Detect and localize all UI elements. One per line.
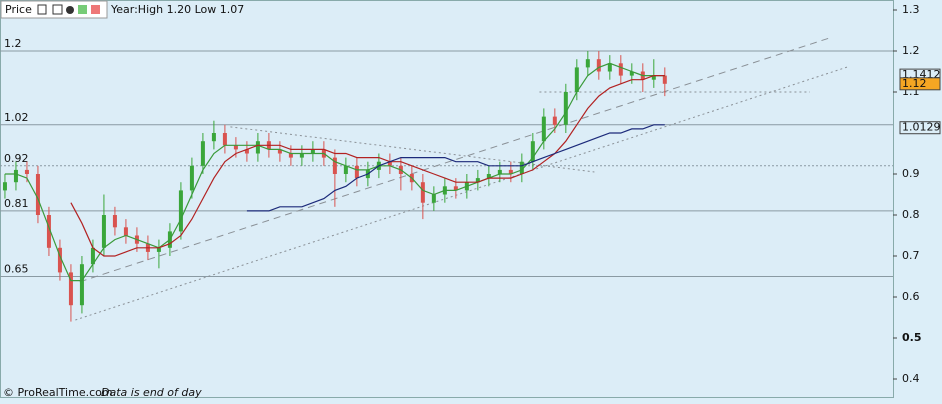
candle-body (90, 247, 95, 265)
candle-body (2, 182, 7, 191)
candle-body (618, 63, 623, 76)
candle-body (68, 272, 73, 306)
candle-body (508, 169, 513, 175)
candle-body (46, 215, 51, 248)
footer: © ProRealTime.com (3, 386, 113, 399)
candle-body (101, 215, 106, 248)
candle-body (310, 149, 315, 154)
candle-body (453, 186, 458, 191)
candle-body (541, 116, 546, 142)
moving-average (70, 75, 665, 257)
y-tick-label: 0.9 (902, 167, 920, 180)
candle-body (497, 169, 502, 175)
candle-body (35, 174, 40, 216)
candle-body (233, 145, 238, 150)
moving-average (246, 124, 665, 212)
level-label: 1.2 (4, 37, 22, 50)
candle-body (156, 247, 161, 252)
candle-body (354, 165, 359, 179)
candle-body (332, 157, 337, 175)
candle-body (57, 247, 62, 273)
moving-average (4, 62, 665, 282)
y-tick-label: 1.2 (902, 44, 920, 57)
price-marker-label: 1.0129 (902, 121, 941, 134)
candle-body (24, 169, 29, 175)
candle-body (475, 178, 480, 183)
candle-body (530, 141, 535, 162)
y-tick-label: 1.3 (902, 3, 920, 16)
candle-body (112, 215, 117, 228)
y-tick-label: 0.7 (902, 249, 920, 262)
plot-layer: 1.2 1.02 0.92 0.81 0.65 (0, 9, 897, 380)
y-tick-label: 0.6 (902, 290, 920, 303)
footer-note: Data is end of day (101, 386, 202, 399)
price-marker-label: 1.12 (902, 77, 927, 90)
candle-body (178, 190, 183, 232)
level-label: 0.92 (4, 152, 29, 165)
y-tick-label: 0.4 (902, 372, 920, 385)
candle-body (563, 92, 568, 125)
candle-body (277, 149, 282, 154)
candle-body (211, 133, 216, 142)
toolbar-icons (37, 4, 100, 15)
candle-body (299, 153, 304, 158)
candle-body (519, 161, 524, 175)
candle-body (662, 75, 667, 84)
price-marker-box (899, 121, 941, 135)
level-label: 1.02 (4, 111, 29, 124)
candle-body (244, 149, 249, 154)
candle-body (607, 63, 612, 72)
candle-body (420, 182, 425, 203)
candle-body (222, 133, 227, 146)
candle-body (596, 59, 601, 72)
candle-body (79, 264, 84, 306)
panel-title: Price (5, 3, 32, 16)
candle-body (255, 141, 260, 154)
trendline (230, 126, 595, 173)
candle-body (552, 116, 557, 125)
price-marker-box (899, 77, 941, 91)
candle-body (574, 67, 579, 93)
candle-body (431, 194, 436, 203)
candle-body (387, 161, 392, 166)
candle-body (13, 169, 18, 183)
subtitle: Year:High 1.20 Low 1.07 (110, 3, 244, 16)
candle-body (585, 59, 590, 68)
trendline (75, 66, 848, 321)
level-label: 0.81 (4, 197, 29, 210)
y-tick-label: 0.5 (902, 331, 922, 344)
level-label: 0.65 (4, 263, 29, 276)
candle-body (629, 71, 634, 76)
candle-body (651, 75, 656, 80)
candle-body (200, 141, 205, 166)
candle-body (123, 227, 128, 236)
candle-body (288, 153, 293, 158)
y-tick-label: 0.8 (902, 208, 920, 221)
candle-body (486, 174, 491, 179)
candle-body (343, 165, 348, 175)
candle-body (189, 165, 194, 191)
plot-area (0, 0, 894, 398)
